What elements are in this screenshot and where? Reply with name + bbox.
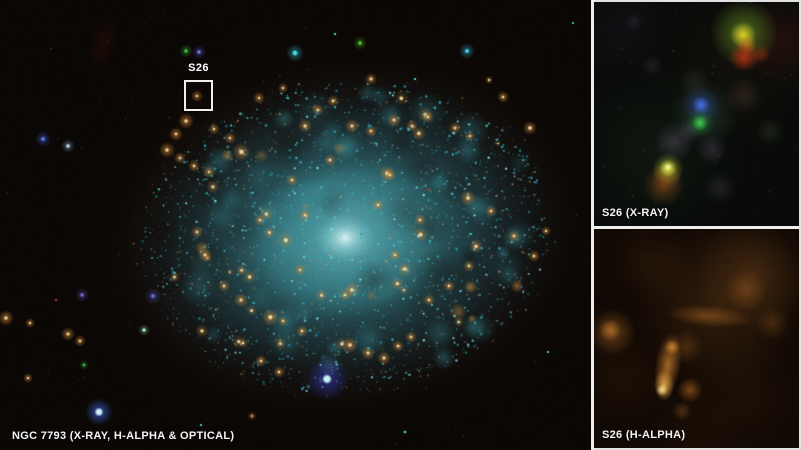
xray-panel-caption: S26 (X-RAY) (602, 207, 669, 219)
halpha-panel-caption: S26 (H-ALPHA) (602, 429, 686, 441)
s26-marker-box (184, 80, 213, 111)
s26-xray-canvas (594, 2, 799, 226)
s26-marker-label: S26 (188, 62, 209, 74)
inset-panels-column: S26 (X-RAY) S26 (H-ALPHA) (594, 0, 801, 450)
galaxy-main-panel: S26 NGC 7793 (X-RAY, H-ALPHA & OPTICAL) (0, 0, 591, 450)
vertical-divider (591, 0, 594, 450)
s26-halpha-canvas (594, 229, 799, 448)
s26-xray-panel: S26 (X-RAY) (594, 2, 799, 226)
s26-halpha-panel: S26 (H-ALPHA) (594, 229, 799, 448)
main-panel-caption: NGC 7793 (X-RAY, H-ALPHA & OPTICAL) (12, 430, 235, 442)
galaxy-image-canvas (0, 0, 591, 450)
horizontal-divider (594, 226, 799, 229)
